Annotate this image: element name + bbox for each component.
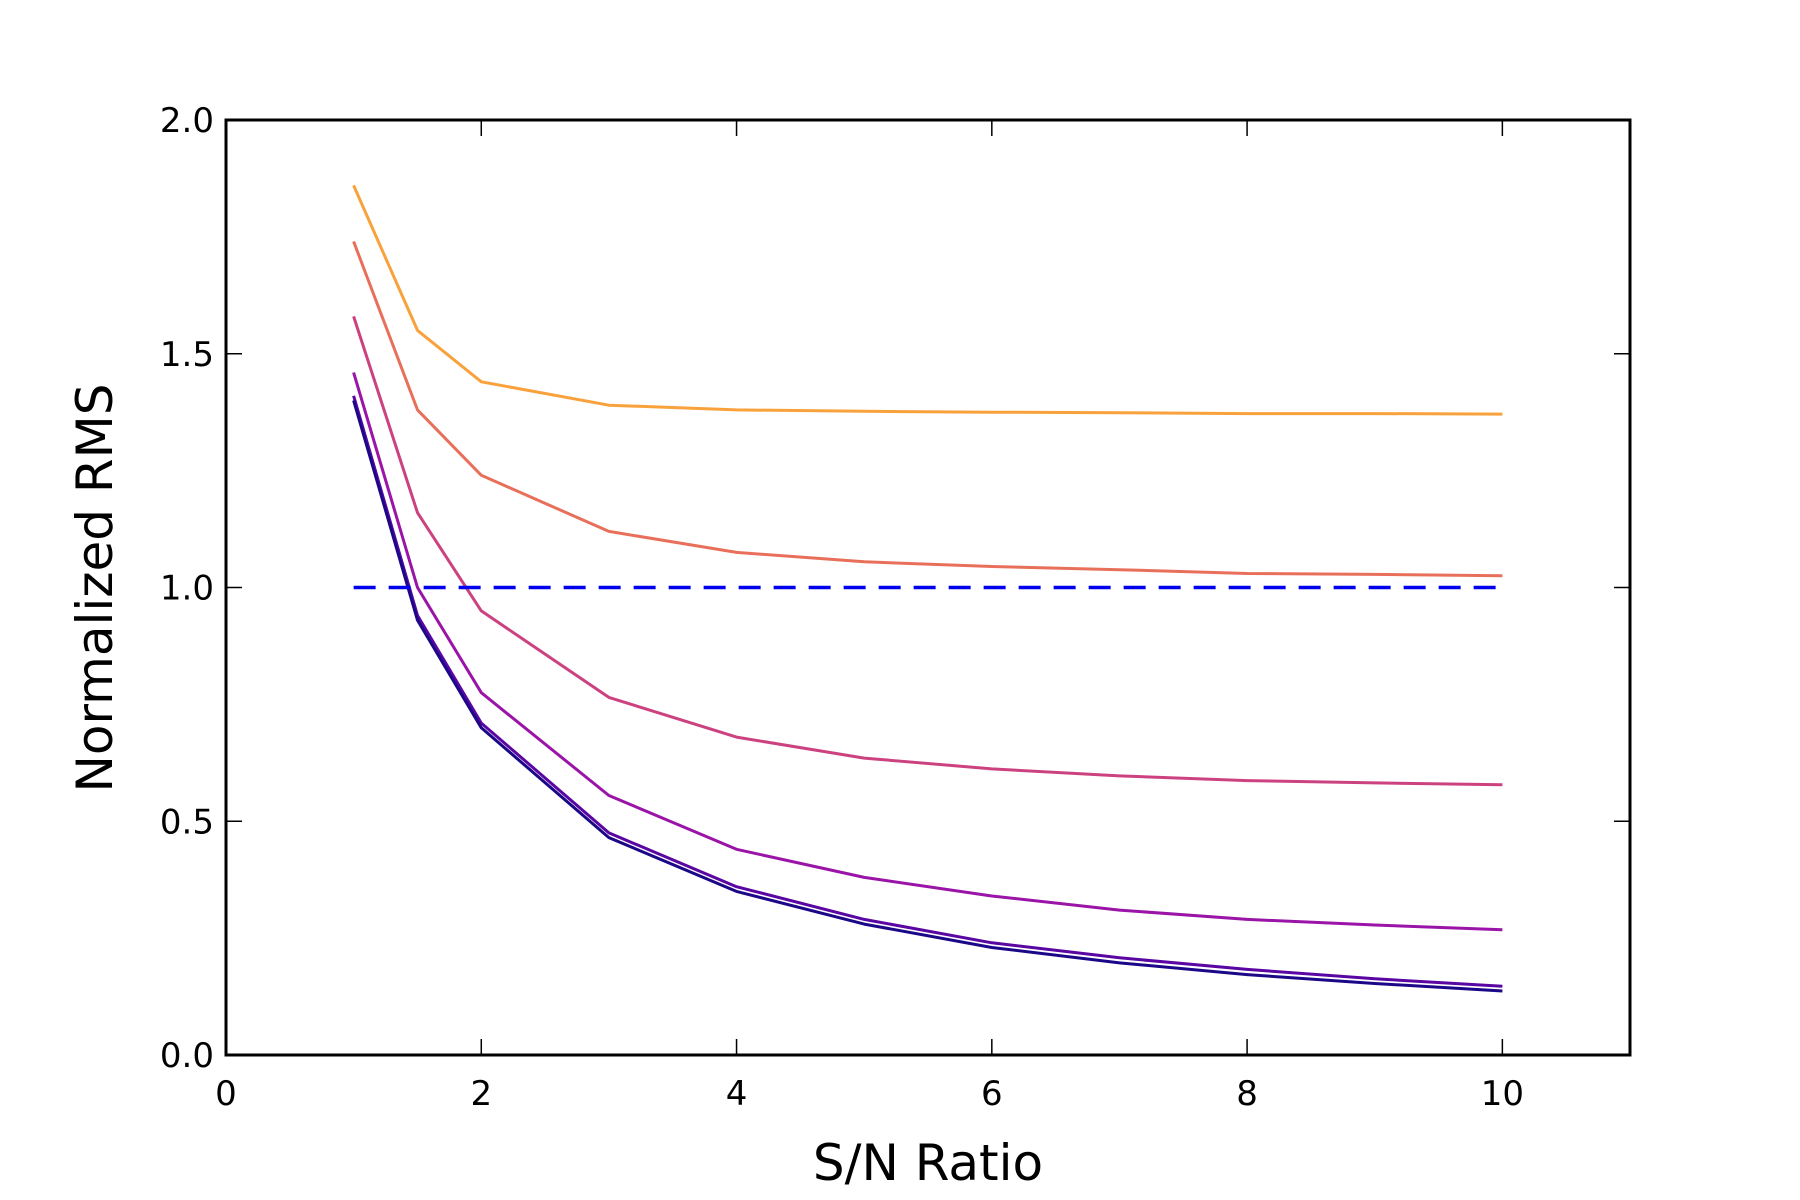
y-tick-label: 1.5 (160, 335, 214, 375)
y-tick-label: 0.5 (160, 802, 214, 842)
y-tick-label: 0.0 (160, 1036, 214, 1076)
series-line-3 (352, 315, 1503, 787)
x-tick-label: 10 (1481, 1074, 1524, 1114)
x-tick-label: 4 (726, 1074, 748, 1114)
x-axis-label: S/N Ratio (813, 1134, 1043, 1192)
series-line-6 (352, 400, 1503, 993)
y-tick-label: 1.0 (160, 569, 214, 609)
x-tick-label: 8 (1236, 1074, 1258, 1114)
series-line-4 (352, 372, 1503, 932)
axis-ticks: 0 2 4 6 8 10 0.0 0.5 1.0 1.5 2.0 (160, 101, 1630, 1114)
y-axis-label: Normalized RMS (66, 383, 124, 792)
series-line-2 (352, 240, 1503, 578)
x-tick-label: 2 (470, 1074, 492, 1114)
series-line-5 (352, 395, 1503, 988)
plot-area (352, 184, 1503, 993)
x-tick-label: 0 (215, 1074, 237, 1114)
x-tick-label: 6 (981, 1074, 1003, 1114)
y-tick-label: 2.0 (160, 101, 214, 141)
series-line-1 (352, 184, 1503, 416)
plot-frame (224, 118, 1632, 1057)
